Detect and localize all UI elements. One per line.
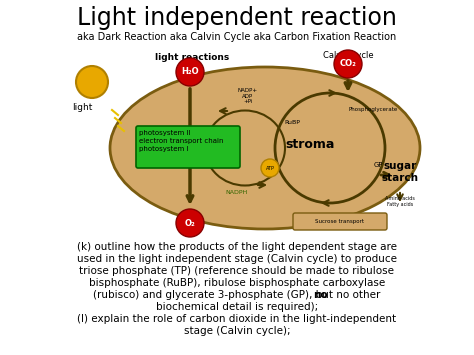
- Text: Amino acids
Fatty acids: Amino acids Fatty acids: [385, 196, 415, 207]
- FancyBboxPatch shape: [293, 213, 387, 230]
- Text: sugar
starch: sugar starch: [382, 161, 419, 183]
- Text: (k) outline how the products of the light dependent stage are: (k) outline how the products of the ligh…: [77, 242, 397, 252]
- Circle shape: [176, 209, 204, 237]
- Circle shape: [176, 58, 204, 86]
- Text: stroma: stroma: [285, 138, 335, 152]
- Text: H₂O: H₂O: [181, 67, 199, 76]
- Text: Calvin cycle: Calvin cycle: [323, 51, 374, 60]
- Text: Light independent reaction: Light independent reaction: [77, 6, 397, 30]
- Circle shape: [76, 66, 108, 98]
- Text: NADP+
ADP
+Pi: NADP+ ADP +Pi: [238, 88, 258, 104]
- Ellipse shape: [110, 67, 420, 229]
- Text: RuBP: RuBP: [284, 120, 300, 126]
- Text: NADPH: NADPH: [226, 190, 248, 195]
- Text: Phosphoglycerate: Phosphoglycerate: [348, 108, 398, 113]
- Circle shape: [334, 50, 362, 78]
- Text: stage (Calvin cycle);: stage (Calvin cycle);: [184, 326, 290, 336]
- Text: bisphosphate (RuBP), ribulose bisphosphate carboxylase: bisphosphate (RuBP), ribulose bisphospha…: [89, 278, 385, 288]
- FancyBboxPatch shape: [136, 126, 240, 168]
- Text: O₂: O₂: [185, 218, 195, 228]
- Text: no: no: [313, 290, 328, 300]
- Text: CO₂: CO₂: [339, 60, 356, 69]
- Text: triose phosphate (TP) (reference should be made to ribulose: triose phosphate (TP) (reference should …: [80, 266, 394, 276]
- Text: light: light: [72, 103, 92, 112]
- Text: ATP: ATP: [265, 165, 274, 170]
- Text: biochemical detail is required);: biochemical detail is required);: [156, 302, 318, 312]
- Text: Sucrose transport: Sucrose transport: [316, 218, 365, 224]
- Text: light reactions: light reactions: [155, 53, 229, 61]
- Text: photosystem II
electron transport chain
photosystem I: photosystem II electron transport chain …: [139, 130, 224, 152]
- Text: (l) explain the role of carbon dioxide in the light-independent: (l) explain the role of carbon dioxide i…: [77, 314, 397, 324]
- Text: GP: GP: [373, 162, 383, 168]
- Text: used in the light independent stage (Calvin cycle) to produce: used in the light independent stage (Cal…: [77, 254, 397, 264]
- Text: (rubisco) and glycerate 3-phosphate (GP), but no other: (rubisco) and glycerate 3-phosphate (GP)…: [93, 290, 381, 300]
- Circle shape: [261, 159, 279, 177]
- Text: aka Dark Reaction aka Calvin Cycle aka Carbon Fixation Reaction: aka Dark Reaction aka Calvin Cycle aka C…: [77, 32, 397, 42]
